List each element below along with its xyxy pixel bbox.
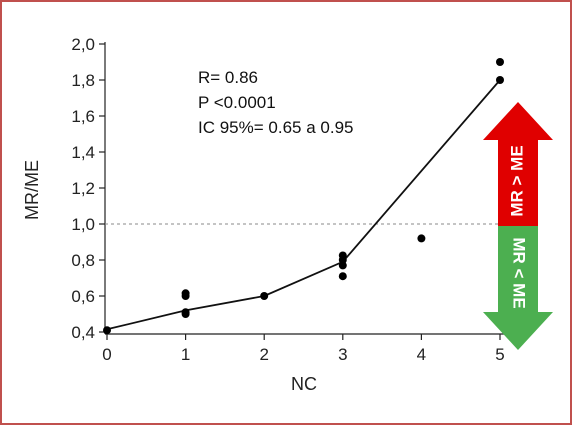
y-tick-label: 1,6 [71,107,95,126]
arrow-up-shape [483,102,553,226]
data-point [103,326,111,335]
x-tick-label: 3 [338,345,347,364]
x-tick-label: 1 [181,345,190,364]
stat-ic: IC 95%= 0.65 a 0.95 [198,118,353,137]
y-axis-label: MR/ME [22,160,42,220]
stat-r: R= 0.86 [198,68,258,87]
y-tick-label: 0,6 [71,287,95,306]
data-point [338,251,347,260]
y-tick-label: 1,0 [71,215,95,234]
data-point [181,308,190,317]
y-tick-label: 0,8 [71,251,95,270]
x-axis-label: NC [291,374,317,394]
data-point [181,289,190,298]
data-point [417,234,426,243]
x-tick-label: 0 [102,345,111,364]
axes [104,42,510,335]
y-tick-label: 1,8 [71,71,95,90]
data-point [338,272,347,281]
arrow-down-shape [483,226,553,350]
data-point [496,58,504,66]
data-point [260,292,269,300]
y-tick-label: 2,0 [71,35,95,54]
y-tick-label: 0,4 [71,323,95,342]
x-tick-label: 4 [417,345,426,364]
arrow-down-label: MR < ME [510,237,529,308]
data-points [103,58,504,335]
data-point [496,76,504,84]
x-tick-label: 5 [495,345,504,364]
y-ticks: 0,4 0,6 0,8 1,0 1,2 1,4 1,6 1,8 2,0 [71,35,105,342]
stat-p: P <0.0001 [198,93,276,112]
y-tick-label: 1,4 [71,143,95,162]
arrow-indicator: MR > ME MR < ME [483,102,553,350]
x-ticks: 0 1 2 3 4 5 [102,334,505,364]
arrow-up-label: MR > ME [507,145,526,216]
y-tick-label: 1,2 [71,179,95,198]
x-tick-label: 2 [259,345,268,364]
